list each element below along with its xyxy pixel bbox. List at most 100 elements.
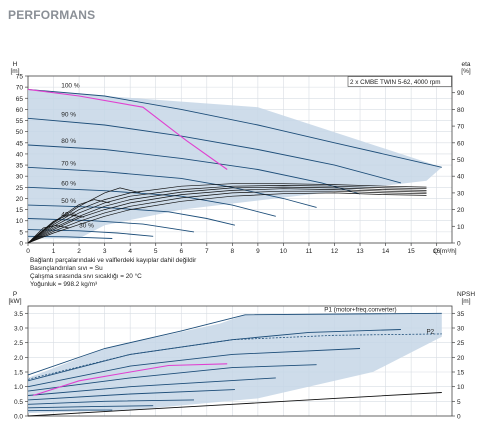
- efficiency-curve: [27, 225, 69, 244]
- y-tick-label: 0: [19, 241, 23, 248]
- y2-tick-label: 40: [457, 174, 465, 181]
- p1-curve: [27, 312, 442, 376]
- y-axis-unit: [m]: [10, 68, 19, 75]
- x-axis-unit: [m³/h]: [440, 248, 457, 255]
- y2-tick-label: 30: [457, 190, 465, 197]
- x-tick-label: 11: [306, 248, 313, 255]
- p1-curve: [27, 409, 113, 412]
- npsh-curve: [27, 392, 442, 417]
- note-line: Çalışma sırasında sıvı sıcaklığı = 20 °C: [30, 272, 142, 280]
- y2-axis-unit: [%]: [461, 68, 471, 75]
- power-curves: [27, 312, 442, 412]
- y2-tick-label: 15: [457, 370, 465, 377]
- speed-curve: [27, 186, 276, 217]
- x-tick-label: 9: [256, 248, 260, 255]
- y-tick-label: 0.5: [14, 399, 23, 406]
- y-tick-label: 5: [19, 229, 23, 236]
- x-tick-label: 5: [154, 248, 158, 255]
- x-tick-label: 2: [77, 248, 81, 255]
- y-tick-label: 1.0: [14, 384, 23, 391]
- efficiency-curve: [27, 186, 427, 244]
- x-tick-label: 4: [128, 248, 132, 255]
- speed-curve-label: 90 %: [61, 111, 76, 118]
- y-tick-label: 2.0: [14, 355, 23, 362]
- x-tick-label: 13: [356, 248, 364, 255]
- y2-axis-name: NPSH: [457, 291, 475, 298]
- y2-tick-label: 0: [457, 414, 461, 421]
- y2-axis-name: eta: [461, 61, 470, 68]
- speed-curve-label: 30 %: [79, 223, 94, 230]
- efficiency-curve: [27, 190, 427, 244]
- y-tick-label: 60: [16, 107, 24, 114]
- y-tick-label: 10: [16, 218, 24, 225]
- speed-curve-label: 100 %: [61, 82, 80, 89]
- speed-curve-label: 70 %: [61, 160, 76, 167]
- max-speed-curve: [27, 88, 228, 170]
- y-tick-label: 20: [16, 196, 24, 203]
- x-tick-label: 7: [205, 248, 209, 255]
- p1-curve: [27, 364, 317, 392]
- efficiency-curve: [27, 188, 427, 244]
- y-axis-name: H: [13, 61, 18, 68]
- y-tick-label: 40: [16, 151, 24, 158]
- efficiency-curve: [27, 214, 85, 244]
- y2-tick-label: 80: [457, 107, 465, 114]
- x-tick-label: 1: [52, 248, 56, 255]
- x-tick-label: 8: [231, 248, 235, 255]
- y2-tick-label: 70: [457, 124, 465, 131]
- operating-envelope: [28, 313, 442, 414]
- y2-tick-label: 10: [457, 224, 465, 231]
- p1-curve: [27, 399, 195, 405]
- efficiency-curve: [27, 185, 427, 244]
- y2-tick-label: 5: [457, 399, 461, 406]
- curve-label: P2: [426, 328, 434, 335]
- p1-curve: [27, 405, 154, 409]
- legend-box: [347, 76, 452, 87]
- x-tick-label: 16: [433, 248, 441, 255]
- plot-frame: [27, 305, 453, 417]
- p1-curve: [27, 348, 361, 388]
- head-chart: 0510152025303540455055606570750102030405…: [10, 61, 470, 255]
- x-tick-label: 15: [408, 248, 416, 255]
- x-tick-label: 0: [26, 248, 30, 255]
- note-line: Yoğunluk = 998.2 kg/m³: [30, 281, 97, 288]
- x-tick-label: 14: [382, 248, 390, 255]
- speed-curve-label: 60 %: [61, 180, 76, 187]
- page-title: PERFORMANS: [8, 8, 96, 22]
- speed-curve-label: 80 %: [61, 138, 76, 145]
- y-tick-label: 25: [16, 185, 24, 192]
- y2-tick-label: 20: [457, 355, 465, 362]
- y-tick-label: 35: [16, 163, 24, 170]
- speed-curve: [27, 166, 317, 208]
- y-tick-label: 65: [16, 96, 24, 103]
- y-tick-label: 3.5: [14, 311, 23, 318]
- efficiency-curve: [27, 199, 110, 244]
- x-tick-label: 10: [280, 248, 288, 255]
- p1-curve: [27, 389, 235, 401]
- y-tick-label: 30: [16, 174, 24, 181]
- efficiency-curves: [27, 183, 427, 244]
- speed-curve: [27, 229, 154, 237]
- y-tick-label: 55: [16, 118, 24, 125]
- p1-curve: [27, 377, 276, 396]
- y-tick-label: 3.0: [14, 326, 23, 333]
- y2-tick-label: 10: [457, 384, 465, 391]
- speed-curve-label: 50 %: [61, 198, 76, 205]
- speed-curve: [27, 218, 195, 233]
- curve-label: P1 (motor+freq.converter): [324, 306, 396, 313]
- y-tick-label: 15: [16, 207, 24, 214]
- y2-tick-label: 35: [457, 311, 465, 318]
- x-tick-label: 3: [103, 248, 107, 255]
- speed-curve: [27, 117, 402, 184]
- note-line: Bağlantı parçalarındaki ve valflerdeki k…: [30, 257, 197, 264]
- max-speed-curve: [32, 363, 228, 397]
- power-chart: 0.00.51.01.52.02.53.03.505101520253035P[…: [9, 291, 476, 421]
- y-axis-name: P: [13, 291, 17, 298]
- y2-axis-unit: [m]: [461, 298, 470, 305]
- y2-tick-label: 60: [457, 140, 465, 147]
- y2-tick-label: 0: [457, 241, 461, 248]
- y-tick-label: 70: [16, 85, 24, 92]
- y2-tick-label: 25: [457, 340, 465, 347]
- efficiency-curve: [27, 187, 141, 244]
